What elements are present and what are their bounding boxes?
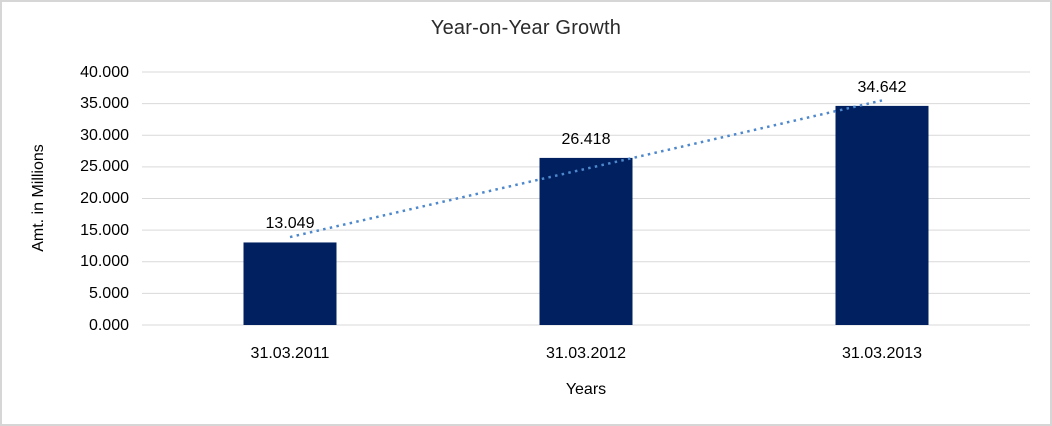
y-tick-label: 0.000 [88, 316, 129, 334]
data-label: 26.418 [561, 130, 611, 148]
y-tick-label: 15.000 [80, 221, 129, 239]
data-label: 34.642 [857, 78, 907, 96]
x-tick-label: 31.03.2013 [841, 345, 923, 362]
x-axis-title: Years [565, 381, 607, 398]
y-tick-label: 5.000 [88, 284, 129, 302]
chart-title: Year-on-Year Growth [430, 17, 622, 39]
bar-31.03.2013[interactable] [835, 105, 929, 326]
y-tick-label: 10.000 [80, 253, 129, 271]
y-tick-label: 35.000 [80, 95, 129, 113]
y-tick-label: 25.000 [80, 158, 129, 176]
data-label: 13.049 [265, 215, 315, 233]
x-tick-label: 31.03.2012 [545, 345, 627, 362]
bar-31.03.2011[interactable] [243, 242, 337, 325]
bar-31.03.2012[interactable] [539, 157, 633, 325]
x-tick-label: 31.03.2011 [250, 345, 330, 362]
y-tick-label: 20.000 [80, 190, 129, 207]
y-tick-label: 40.000 [80, 63, 129, 81]
y-tick-label: 30.000 [80, 126, 129, 144]
